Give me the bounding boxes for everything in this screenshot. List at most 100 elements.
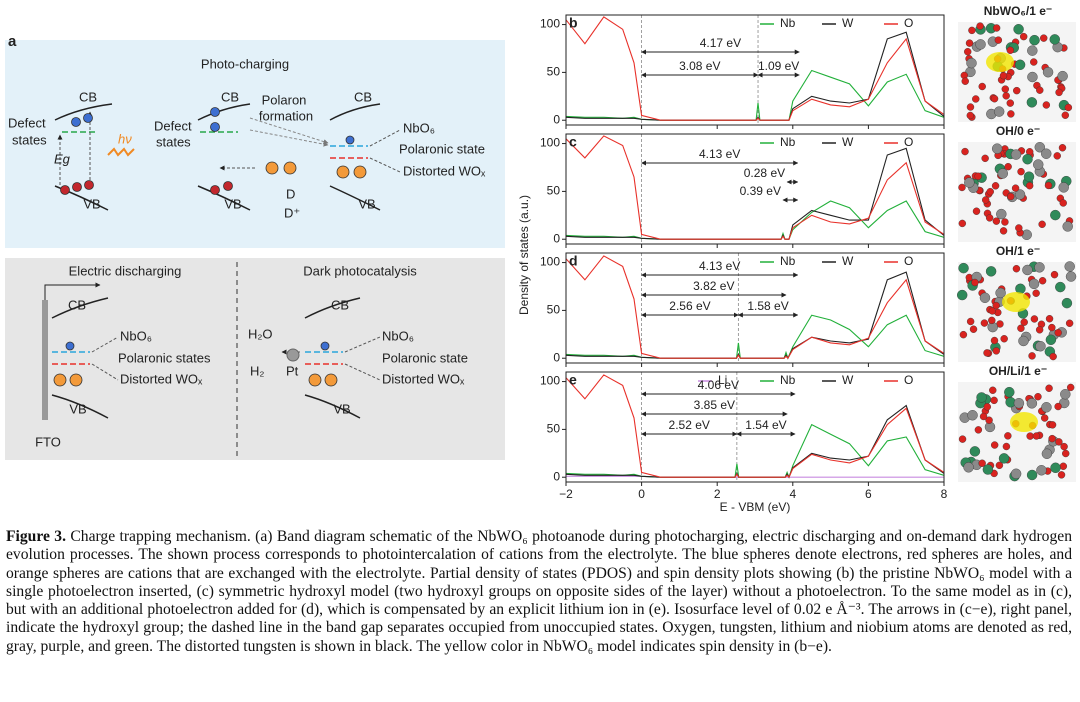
x-tick-label: 0 — [638, 487, 645, 501]
atom — [974, 426, 983, 434]
atom — [1001, 218, 1009, 226]
atom — [1055, 438, 1063, 446]
label: Polaronic state — [382, 350, 468, 365]
circuit — [44, 282, 101, 300]
label: FTO — [35, 434, 61, 449]
band-label: VB — [224, 196, 241, 211]
dos-line — [566, 475, 944, 478]
caption: Figure 3. Charge trapping mechanism. (a)… — [6, 528, 1072, 656]
atom — [1026, 432, 1034, 440]
atom — [1034, 393, 1042, 401]
label: Distorted WOₓ — [403, 163, 486, 178]
gap-label: 1.58 eV — [747, 299, 788, 313]
atom — [963, 462, 974, 473]
gap-label: 0.39 eV — [740, 184, 781, 198]
atom — [1007, 110, 1015, 118]
atom — [1029, 34, 1040, 46]
band-label: CB — [79, 89, 97, 104]
atom — [1010, 149, 1022, 160]
figure: a — [5, 4, 1077, 514]
atom — [1034, 142, 1045, 153]
atom — [998, 453, 1010, 464]
gap-label: 4.17 eV — [700, 36, 741, 50]
atom — [1013, 24, 1024, 35]
atom — [958, 435, 967, 443]
atom — [990, 336, 999, 345]
legend-label: W — [842, 373, 854, 387]
legend-label: O — [904, 135, 913, 149]
legend-label: Nb — [780, 16, 796, 30]
legend-label: Nb — [780, 254, 796, 268]
atom — [1065, 271, 1077, 282]
atom — [1018, 335, 1029, 347]
atom — [1042, 101, 1051, 109]
atom — [1002, 442, 1011, 451]
label: Eg — [54, 151, 71, 166]
atom — [1062, 221, 1073, 232]
atom — [975, 39, 986, 50]
atom — [961, 147, 969, 156]
atom — [1050, 209, 1061, 221]
atom — [997, 168, 1008, 179]
atom — [1036, 86, 1044, 94]
plot-frame — [565, 133, 945, 245]
label: Defect — [154, 118, 192, 133]
atom — [1006, 46, 1015, 54]
y-tick-label: 50 — [547, 184, 561, 198]
label: states — [156, 134, 191, 149]
gap-label: 4.13 eV — [699, 259, 740, 273]
structure-image — [958, 382, 1076, 482]
atom — [993, 106, 1005, 117]
atom — [1048, 421, 1057, 429]
atom — [1017, 167, 1025, 176]
caption-text: Charge trapping mechanism. (a) Band diag… — [6, 528, 1072, 655]
atom — [1049, 34, 1060, 45]
atom — [1045, 384, 1053, 392]
gap-label: 0.28 eV — [744, 166, 785, 180]
label: Distorted WOₓ — [120, 371, 203, 386]
atom — [985, 416, 993, 424]
structure-image — [958, 22, 1076, 122]
panel-label: a — [8, 33, 17, 50]
spin-density — [1010, 412, 1038, 432]
legend-label: Nb — [780, 373, 796, 387]
atom — [1041, 148, 1052, 159]
atom — [964, 48, 972, 56]
atom — [1053, 152, 1061, 160]
atom — [1054, 329, 1062, 337]
x-tick-label: −2 — [559, 487, 573, 501]
y-tick-label: 0 — [553, 350, 560, 364]
schematic: a — [5, 33, 505, 460]
atom — [966, 317, 975, 326]
atom — [1055, 281, 1066, 293]
y-tick-label: 0 — [553, 112, 560, 126]
section-title: Photo-charging — [201, 56, 289, 71]
label: NbO₆ — [403, 120, 435, 135]
atom — [972, 207, 981, 215]
gap-label: 2.56 eV — [669, 299, 710, 313]
atom — [1062, 449, 1070, 458]
atom — [958, 262, 969, 274]
label: H₂O — [248, 326, 273, 341]
panel-letter: b — [569, 15, 578, 31]
legend-label: W — [842, 16, 854, 30]
band-label: CB — [331, 297, 349, 312]
atom — [1030, 315, 1039, 323]
atom — [1057, 471, 1066, 479]
atom — [986, 187, 994, 196]
atom — [978, 459, 986, 467]
legend-label: Li — [718, 373, 727, 387]
atom — [1040, 414, 1049, 422]
y-tick-label: 100 — [540, 255, 560, 269]
atom — [1058, 144, 1067, 152]
atom — [1038, 277, 1047, 285]
atom — [978, 82, 986, 91]
plot-frame — [565, 371, 945, 483]
atom — [1013, 86, 1021, 95]
y-tick-label: 0 — [553, 469, 560, 483]
atom — [999, 71, 1008, 80]
atom — [979, 292, 991, 303]
atom — [999, 227, 1008, 235]
panel-letter: c — [569, 134, 577, 150]
band-label: CB — [68, 297, 86, 312]
